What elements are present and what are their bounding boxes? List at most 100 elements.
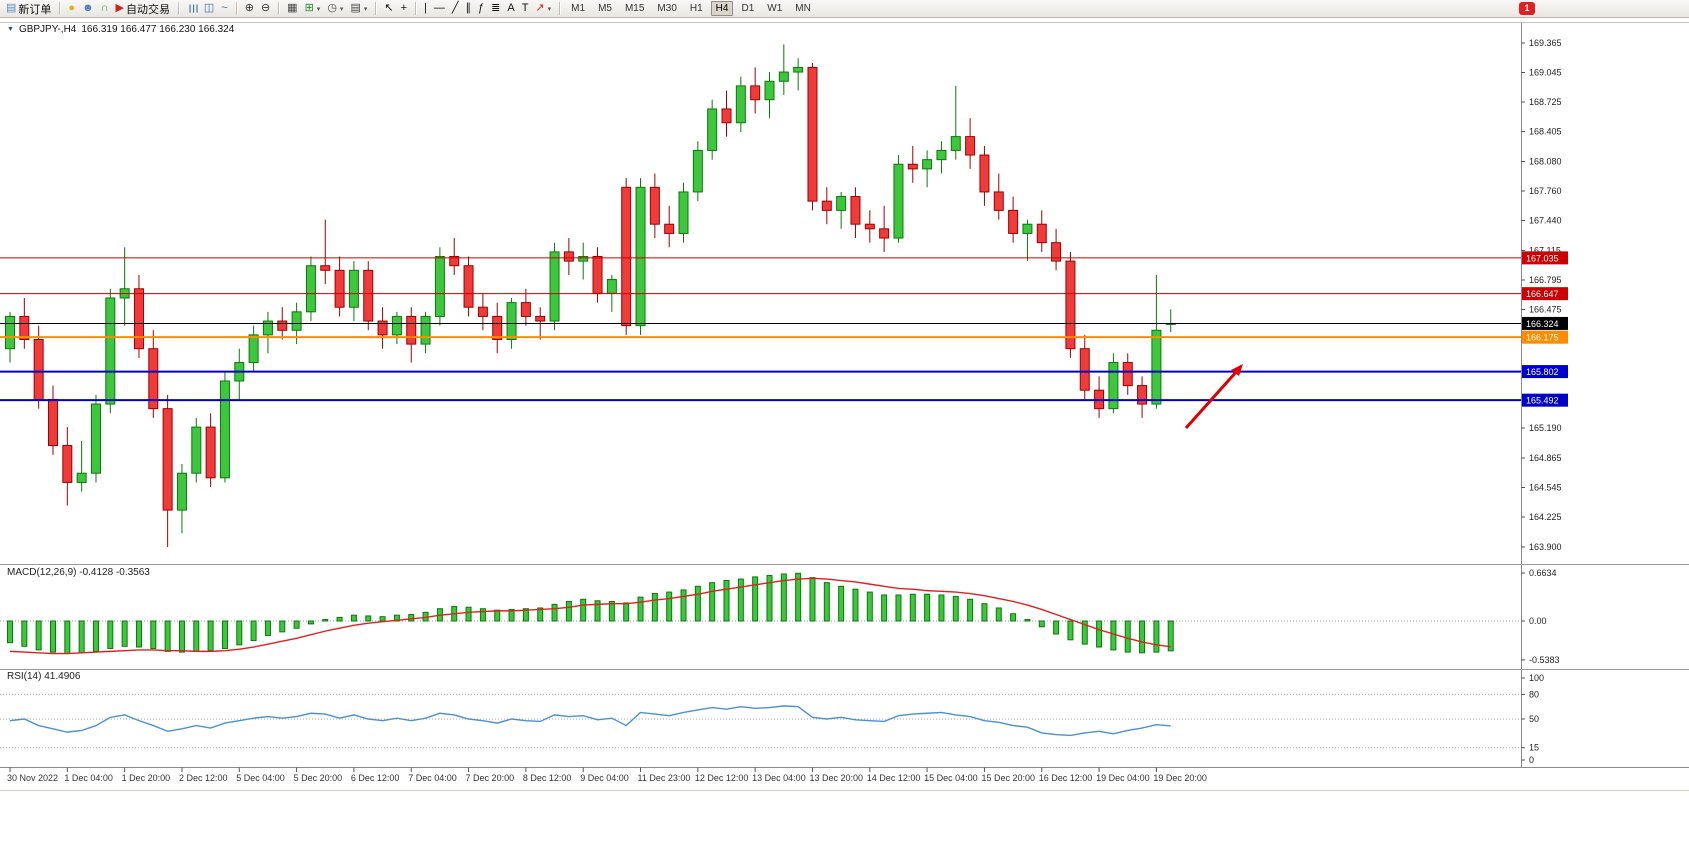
timeframe-h4-button[interactable]: H4 [710, 1, 734, 16]
price-tick-label: 167.760 [1529, 186, 1562, 196]
crosshair-icon: + [400, 2, 408, 14]
macd-histogram-bar [193, 620, 200, 652]
macd-histogram-bar [952, 595, 959, 622]
horizontal-line-button[interactable]: — [431, 0, 448, 17]
macd-histogram-bar [537, 607, 544, 622]
macd-histogram-bar [1110, 620, 1117, 651]
periods-button[interactable]: ◷ ▾ [324, 0, 346, 17]
time-tick-label: 13 Dec 04:00 [752, 773, 806, 783]
line-chart-button[interactable]: ~ [218, 0, 230, 17]
macd-histogram-bar [1153, 620, 1160, 653]
macd-histogram-bar [250, 620, 257, 642]
arrow-label-button[interactable]: A [504, 0, 517, 17]
timeframe-d1-button[interactable]: D1 [741, 3, 755, 14]
vertical-line-button[interactable]: | [421, 0, 430, 17]
cursor-icon: ↖ [384, 2, 394, 14]
new-order-button[interactable]: ▤ 新订单 [3, 0, 54, 17]
tile-windows-button[interactable]: ▦ [284, 0, 300, 17]
timeframe-m15-button[interactable]: M15 [624, 3, 645, 14]
zoom-out-button[interactable]: ⊖ [258, 0, 273, 17]
time-tick-label: 19 Dec 20:00 [1153, 773, 1207, 783]
macd-histogram-bar [580, 598, 587, 622]
macd-histogram-bar [608, 600, 615, 622]
collapse-triangle-icon[interactable]: ▼ [7, 26, 14, 33]
macd-histogram-bar [379, 616, 386, 622]
candle [76, 440, 87, 492]
candle [234, 348, 245, 400]
text-button[interactable]: T [519, 0, 532, 17]
price-tick-label: 164.865 [1529, 453, 1562, 463]
indicators-button[interactable]: ⊞ ▾ [302, 0, 324, 17]
tip-button[interactable]: ● [65, 0, 78, 17]
macd-histogram-bar [236, 620, 243, 646]
notifications-badge[interactable]: 1 [1519, 2, 1535, 15]
candle [1094, 376, 1105, 418]
candle [1065, 251, 1076, 358]
candle [1008, 196, 1019, 243]
shapes-button[interactable]: ≣ [488, 0, 503, 17]
candle [592, 247, 603, 303]
time-tick-label: 14 Dec 12:00 [867, 773, 921, 783]
new-order-button-label: 新订单 [18, 3, 52, 16]
price-tick-label: 166.475 [1529, 305, 1562, 315]
trendline-button[interactable]: ╱ [449, 0, 462, 17]
macd-histogram-bar [623, 602, 630, 622]
macd-histogram-bar [408, 613, 415, 622]
timeframe-m30-button[interactable]: M30 [657, 3, 677, 14]
dropdown-arrow-icon: ▾ [363, 5, 368, 13]
channel-icon: ∥ [465, 2, 472, 14]
timeframe-h1-button[interactable]: H1 [689, 3, 703, 14]
macd-histogram-bar [823, 582, 830, 622]
market-button[interactable]: ∩ [98, 0, 112, 17]
macd-histogram-bar [551, 603, 558, 622]
candle [793, 58, 804, 91]
timeframe-w1-button[interactable]: W1 [767, 3, 783, 14]
macd-histogram-bar [21, 620, 28, 647]
crosshair-button[interactable]: + [398, 0, 410, 17]
arrow-annotation[interactable] [1184, 364, 1243, 430]
arrows-tool-button[interactable]: ↗ ▾ [532, 0, 554, 17]
price-axis[interactable]: 169.365 169.045 168.725 168.405 168.080 167.7… [1521, 38, 1562, 552]
candle [463, 256, 474, 317]
rsi-tick-label: 50 [1529, 714, 1539, 724]
candle [391, 311, 402, 345]
macd-histogram-bar [49, 620, 56, 653]
candle [133, 274, 144, 358]
price-level-box [1522, 393, 1568, 407]
candle [406, 307, 417, 363]
candle [1036, 210, 1047, 252]
macd-histogram-bar [135, 620, 142, 648]
horizontal-levels: 167.035 166.647 166.324 166.175 165.802 165.4… [0, 251, 1568, 407]
channel-button[interactable]: ∥ [463, 0, 475, 17]
macd-signal-line [9, 577, 1171, 655]
macd-tick-label: 0.6634 [1529, 568, 1557, 578]
templates-button[interactable]: ▤ ▾ [347, 0, 370, 17]
cursor-button[interactable]: ↖ [381, 0, 396, 17]
candlestick-chart-button[interactable]: ◫ [201, 0, 217, 17]
timeframe-mn-button[interactable]: MN [795, 3, 811, 14]
candle [434, 247, 445, 326]
candle [377, 307, 388, 349]
line-chart-icon: ~ [221, 2, 228, 14]
timeframe-m1-button[interactable]: M1 [571, 3, 586, 14]
time-axis[interactable]: 30 Nov 2022 1 Dec 04:00 1 Dec 20:00 2 Dec 1… [7, 767, 1207, 784]
bar-chart-button[interactable]: ☰ [184, 0, 200, 17]
candle [219, 371, 230, 483]
candle [348, 261, 359, 322]
macd-histogram-bar [981, 603, 988, 622]
toolbar-separator [415, 2, 417, 15]
autotrade-button[interactable]: ▶ 自动交易 [113, 0, 173, 17]
toolbar: ▤ 新订单 ● ☻ ∩ ▶ 自动交易 ☰ ◫ ~ ⊕ ⊖ ▦ ⊞ ▾ ◷ ▾ ▤ ▾ ↖ + | — ╱ ∥ ƒ ≣ A T ↗ ▾ M1 M5… [0, 0, 1689, 18]
price-level-box-label: 165.492 [1526, 396, 1559, 406]
rsi-line [9, 705, 1171, 737]
macd-histogram-bar [322, 619, 329, 622]
macd-histogram-bar [1024, 619, 1031, 622]
zoom-in-button[interactable]: ⊕ [242, 0, 257, 17]
timeframe-m5-button[interactable]: M5 [598, 3, 612, 14]
fibonacci-button[interactable]: ƒ [475, 0, 487, 17]
candle [119, 247, 130, 326]
contacts-button[interactable]: ☻ [79, 0, 97, 17]
candle [936, 141, 947, 174]
rsi-indicator-label: RSI(14) 41.4906 [7, 671, 81, 682]
